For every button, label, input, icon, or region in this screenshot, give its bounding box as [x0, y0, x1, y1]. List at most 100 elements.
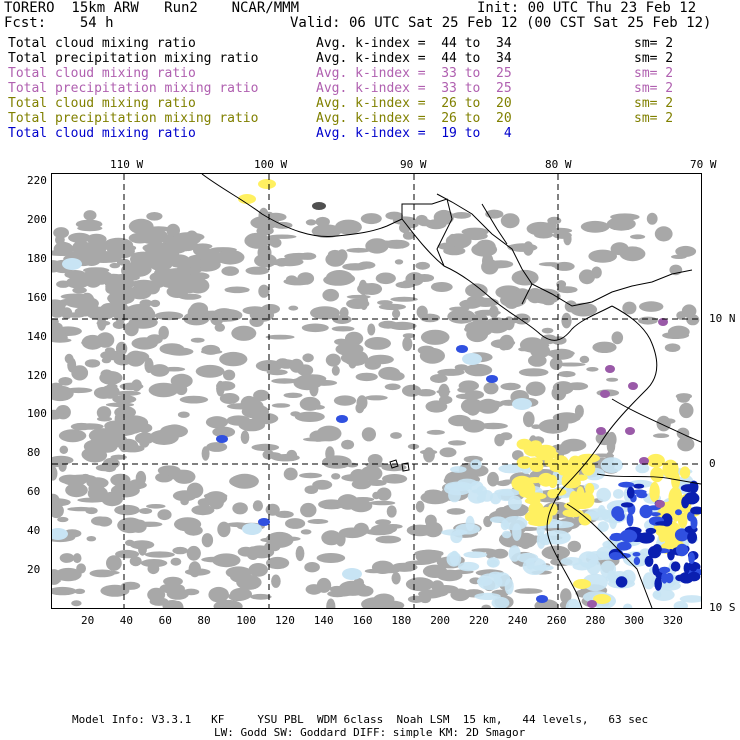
gray-cloud-patch	[65, 483, 88, 498]
gray-cloud-patch	[104, 347, 115, 353]
dark-cloud-patch	[312, 202, 326, 210]
gray-cloud-patch	[405, 272, 425, 286]
gray-cloud-patch	[177, 411, 190, 418]
gray-cloud-patch	[175, 384, 188, 396]
blue-core	[620, 529, 638, 543]
gray-cloud-patch	[439, 447, 457, 458]
blue-core	[616, 541, 632, 551]
gray-cloud-patch	[251, 443, 280, 451]
gray-cloud-patch	[341, 439, 355, 450]
gray-cloud-patch	[293, 375, 321, 391]
gray-cloud-patch	[78, 242, 98, 252]
gray-cloud-patch	[206, 442, 228, 452]
blue-core	[650, 512, 661, 517]
gray-cloud-patch	[106, 555, 122, 571]
gray-cloud-patch	[331, 473, 341, 480]
field-name: Total precipitation mixing ratio	[8, 51, 259, 66]
light-blue-patch	[613, 489, 624, 499]
field-k-index-range: Avg. k-index = 26 to 20	[316, 111, 512, 126]
gray-cloud-patch	[357, 283, 376, 295]
gray-cloud-patch	[58, 377, 73, 386]
light-blue-patch	[532, 564, 554, 571]
gray-cloud-patch	[186, 545, 201, 561]
gray-cloud-patch	[390, 432, 402, 439]
yellow-patch	[528, 501, 544, 518]
init-time: Init: 00 UTC Thu 23 Feb 12	[477, 0, 697, 16]
gray-cloud-patch	[331, 326, 355, 332]
blue-core	[536, 595, 548, 603]
blue-core	[652, 544, 662, 554]
gray-cloud-patch	[415, 261, 431, 270]
gray-cloud-patch	[170, 373, 193, 388]
lon-label-110w: 110 W	[110, 158, 144, 171]
light-blue-patch	[342, 568, 362, 580]
gray-cloud-patch	[361, 427, 376, 442]
gray-cloud-patch	[472, 297, 499, 307]
gray-cloud-patch	[437, 368, 465, 376]
gray-cloud-patch	[511, 269, 539, 286]
lat-label-10s: 10 S	[709, 601, 736, 614]
galapagos	[389, 459, 410, 472]
yellow-patch	[646, 453, 665, 468]
gray-cloud-patch	[180, 497, 189, 506]
gray-cloud-patch	[531, 226, 558, 232]
field-k-index-range: Avg. k-index = 33 to 25	[316, 81, 512, 96]
gray-cloud-patch	[84, 359, 101, 368]
gray-cloud-patch	[556, 280, 567, 289]
gray-cloud-patch	[487, 471, 499, 487]
purple-patch	[639, 457, 649, 465]
gray-cloud-patch	[110, 473, 131, 487]
blue-core	[687, 531, 698, 544]
lat-label-0: 0	[709, 457, 716, 470]
gray-cloud-patch	[269, 237, 282, 248]
blue-core	[675, 509, 682, 516]
central-america-coast	[401, 218, 613, 341]
gray-cloud-patch	[307, 519, 329, 524]
light-blue-patch	[512, 398, 532, 410]
gray-cloud-patch	[464, 363, 493, 377]
gray-cloud-patch	[72, 553, 82, 564]
andes-border-2	[596, 473, 701, 485]
bottom-grid-tick: 300	[624, 614, 645, 627]
gray-cloud-patch	[335, 532, 346, 547]
gray-cloud-patch	[382, 524, 403, 529]
gray-cloud-patch	[149, 364, 170, 377]
gray-cloud-patch	[157, 465, 181, 476]
gray-cloud-patch	[382, 474, 408, 484]
light-blue-patch	[623, 603, 633, 608]
gray-cloud-patch	[154, 311, 184, 321]
purple-patch	[658, 318, 668, 326]
lon-label-100w: 100 W	[254, 158, 288, 171]
gray-cloud-patch	[265, 334, 295, 340]
gray-cloud-patch	[677, 436, 695, 452]
blue-core	[633, 556, 641, 566]
bottom-grid-tick: 60	[158, 614, 172, 627]
blue-core	[689, 564, 697, 572]
gray-cloud-patch	[172, 490, 197, 502]
gray-cloud-patch	[157, 509, 172, 521]
field-smoothing: sm= 2	[634, 66, 674, 81]
gray-cloud-patch	[302, 353, 314, 363]
gray-cloud-patch	[195, 364, 225, 378]
bottom-grid-tick: 40	[119, 614, 134, 627]
gray-cloud-patch	[232, 502, 248, 515]
lon-label-70w: 70 W	[690, 158, 717, 171]
bottom-grid-tick: 280	[585, 614, 606, 627]
gray-cloud-patch	[316, 553, 346, 563]
yellow-patch	[577, 453, 600, 463]
gray-cloud-patch	[425, 400, 448, 413]
gray-cloud-patch	[93, 386, 114, 399]
gray-cloud-patch	[405, 577, 434, 592]
gray-cloud-patch	[129, 540, 155, 550]
yellow-patch	[548, 474, 558, 489]
gray-cloud-patch	[402, 336, 413, 352]
light-blue-patch	[450, 466, 467, 473]
gray-cloud-patch	[390, 296, 418, 302]
gray-cloud-patch	[447, 309, 476, 324]
gray-cloud-patch	[101, 357, 112, 364]
light-blue-patch	[673, 601, 688, 608]
gray-cloud-patch	[592, 341, 617, 353]
blue-core	[689, 480, 699, 494]
gray-cloud-patch	[245, 266, 270, 275]
field-smoothing: sm= 2	[634, 36, 674, 51]
